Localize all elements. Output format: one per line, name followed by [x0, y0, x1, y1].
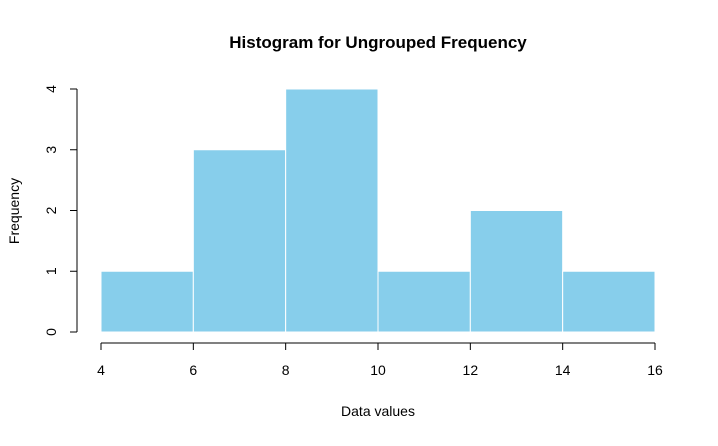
x-tick-label-4: 12: [463, 362, 479, 378]
bars-group: [100, 88, 656, 333]
x-tick-label-5: 14: [555, 362, 571, 378]
histogram-bar-1: [192, 149, 287, 333]
x-tick-label-6: 16: [647, 362, 663, 378]
histogram-bar-4: [469, 210, 564, 333]
y-tick-label-3: 3: [43, 146, 59, 154]
x-tick-label-3: 10: [370, 362, 386, 378]
y-tick-label-4: 4: [43, 85, 59, 93]
y-tick-label-1: 1: [43, 267, 59, 275]
x-axis-label: Data values: [341, 403, 415, 419]
x-axis: 4 6 8 10 12 14 16: [97, 342, 663, 378]
x-tick-label-1: 6: [189, 362, 197, 378]
histogram-bar-5: [562, 270, 656, 333]
y-tick-label-2: 2: [43, 206, 59, 214]
histogram-bar-2: [285, 88, 379, 333]
x-tick-label-0: 4: [97, 362, 105, 378]
chart-title: Histogram for Ungrouped Frequency: [229, 33, 527, 52]
histogram-bar-3: [377, 270, 471, 333]
x-tick-label-2: 8: [282, 362, 290, 378]
y-axis-label: Frequency: [6, 178, 22, 244]
y-axis: 0 1 2 3 4: [43, 85, 78, 336]
y-tick-label-0: 0: [43, 328, 59, 336]
histogram-bar-0: [100, 270, 194, 333]
